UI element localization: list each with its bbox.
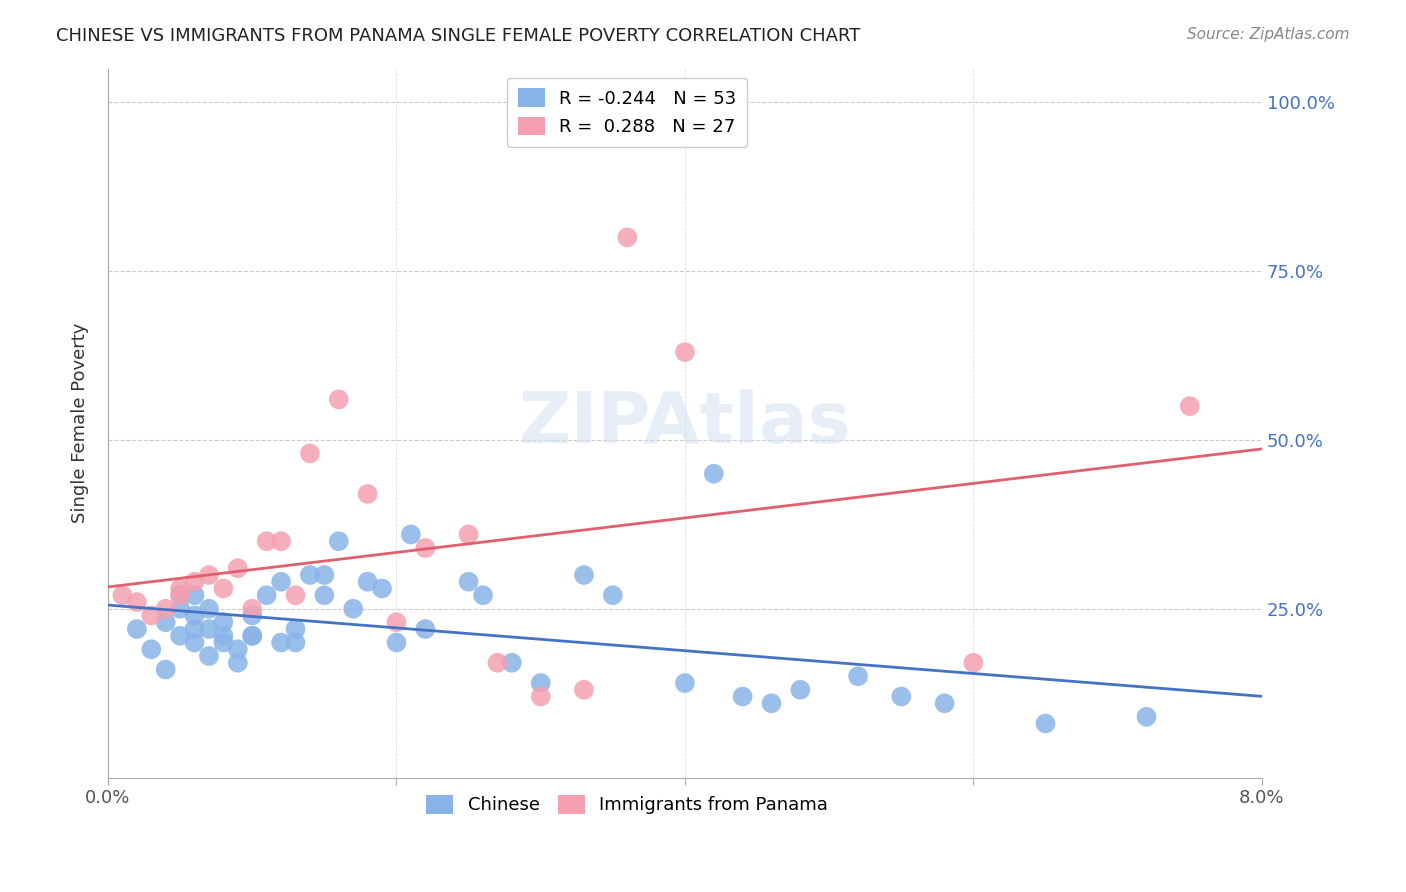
Point: [256, 588, 278, 602]
Point: [240, 608, 263, 623]
Point: [155, 601, 177, 615]
Point: [169, 582, 191, 596]
Point: [169, 629, 191, 643]
Point: [356, 574, 378, 589]
Point: [212, 635, 235, 649]
Point: [457, 527, 479, 541]
Point: [212, 615, 235, 630]
Point: [198, 622, 221, 636]
Point: [298, 446, 321, 460]
Point: [183, 622, 205, 636]
Point: [385, 635, 408, 649]
Text: Source: ZipAtlas.com: Source: ZipAtlas.com: [1187, 27, 1350, 42]
Point: [1135, 710, 1157, 724]
Point: [240, 629, 263, 643]
Point: [169, 601, 191, 615]
Point: [155, 615, 177, 630]
Point: [328, 534, 350, 549]
Point: [846, 669, 869, 683]
Point: [789, 682, 811, 697]
Point: [314, 588, 336, 602]
Point: [673, 345, 696, 359]
Point: [212, 629, 235, 643]
Point: [183, 608, 205, 623]
Point: [169, 588, 191, 602]
Point: [198, 648, 221, 663]
Point: [602, 588, 624, 602]
Legend: Chinese, Immigrants from Panama: Chinese, Immigrants from Panama: [415, 784, 839, 825]
Point: [328, 392, 350, 407]
Point: [1178, 399, 1201, 413]
Point: [198, 601, 221, 615]
Point: [572, 682, 595, 697]
Point: [314, 568, 336, 582]
Point: [298, 568, 321, 582]
Point: [530, 676, 553, 690]
Point: [141, 608, 163, 623]
Point: [125, 595, 148, 609]
Point: [226, 642, 249, 657]
Point: [616, 230, 638, 244]
Point: [371, 582, 394, 596]
Y-axis label: Single Female Poverty: Single Female Poverty: [72, 323, 89, 524]
Point: [385, 615, 408, 630]
Point: [183, 574, 205, 589]
Point: [934, 696, 956, 710]
Text: CHINESE VS IMMIGRANTS FROM PANAMA SINGLE FEMALE POVERTY CORRELATION CHART: CHINESE VS IMMIGRANTS FROM PANAMA SINGLE…: [56, 27, 860, 45]
Point: [125, 622, 148, 636]
Point: [572, 568, 595, 582]
Point: [284, 622, 307, 636]
Point: [183, 588, 205, 602]
Point: [155, 663, 177, 677]
Point: [472, 588, 495, 602]
Point: [761, 696, 783, 710]
Point: [270, 534, 292, 549]
Point: [212, 582, 235, 596]
Point: [256, 534, 278, 549]
Point: [240, 629, 263, 643]
Point: [270, 574, 292, 589]
Point: [284, 588, 307, 602]
Point: [457, 574, 479, 589]
Point: [183, 635, 205, 649]
Point: [501, 656, 523, 670]
Point: [703, 467, 725, 481]
Point: [226, 656, 249, 670]
Point: [111, 588, 134, 602]
Point: [226, 561, 249, 575]
Point: [530, 690, 553, 704]
Text: ZIPAtlas: ZIPAtlas: [519, 389, 851, 458]
Point: [413, 622, 436, 636]
Point: [356, 487, 378, 501]
Point: [962, 656, 984, 670]
Point: [890, 690, 912, 704]
Point: [399, 527, 422, 541]
Point: [673, 676, 696, 690]
Point: [270, 635, 292, 649]
Point: [141, 642, 163, 657]
Point: [1035, 716, 1057, 731]
Point: [486, 656, 509, 670]
Point: [413, 541, 436, 555]
Point: [169, 588, 191, 602]
Point: [731, 690, 754, 704]
Point: [198, 568, 221, 582]
Point: [342, 601, 364, 615]
Point: [284, 635, 307, 649]
Point: [240, 601, 263, 615]
